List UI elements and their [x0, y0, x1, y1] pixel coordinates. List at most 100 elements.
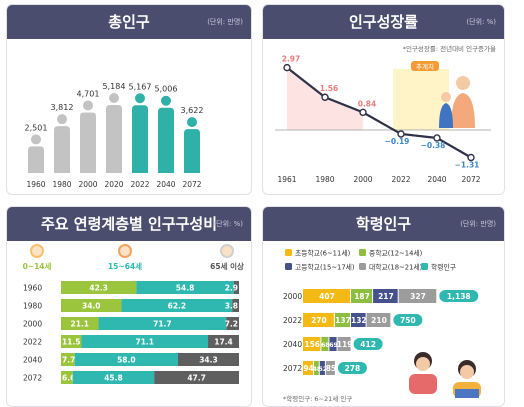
panel-header: 인구성장률 (단위: %) — [263, 5, 504, 39]
population-year-label: 1980 — [52, 180, 71, 189]
population-value-label: 3,622 — [181, 106, 204, 115]
age-bar-value-label: 21.1 — [71, 320, 90, 329]
panel-title: 인구성장률 — [348, 13, 418, 31]
growth-rate-panel: 인구성장률 (단위: %) *인구성장률: 전년대비 인구증가율 추계치 2.97… — [262, 4, 505, 195]
age-bar-segment — [61, 317, 99, 330]
school-note: *학령인구: 6~21세 인구 — [283, 395, 353, 403]
growth-year-label: 2040 — [427, 175, 446, 184]
school-bar-segment — [319, 361, 325, 375]
population-year-label: 2022 — [130, 180, 149, 189]
school-total-pill — [337, 362, 367, 374]
school-total-label: 750 — [400, 316, 416, 325]
age-bar-segment — [74, 353, 178, 366]
age-group-face-icon — [30, 244, 44, 258]
growth-rate-chart: 추계치 2.97 1961 1.56 1980 0.84 2000 −0.19 2022 −0.3… — [275, 55, 491, 184]
school-legend-label: 고등학교(15~17세) — [295, 263, 355, 272]
age-bar-value-label: 71.7 — [153, 320, 172, 329]
school-bar-value-label: 85 — [326, 364, 336, 373]
age-legend-label: 65세 이상 — [210, 261, 244, 271]
population-value-label: 2,501 — [25, 123, 48, 132]
population-figure-head — [31, 134, 41, 145]
panel-unit: (단위: 만명) — [207, 18, 243, 26]
age-bar-value-label: 7.7 — [62, 356, 75, 365]
population-bar — [184, 129, 200, 173]
age-year-label: 2040 — [23, 356, 42, 365]
school-total-label: 412 — [360, 340, 376, 349]
age-bar-segment — [208, 335, 239, 348]
school-bar-segment — [398, 289, 437, 303]
book-icon — [455, 389, 479, 398]
school-bar-value-label: 48 — [313, 366, 322, 373]
panel-title: 학령인구 — [355, 215, 412, 233]
growth-point — [467, 153, 475, 162]
panel-header: 총인구 (단위: 만명) — [7, 5, 251, 39]
school-bar-value-label: 119 — [337, 340, 353, 349]
school-year-label: 2000 — [283, 292, 302, 301]
age-bar-segment — [121, 299, 233, 312]
school-bar-segment — [337, 337, 351, 351]
panel-body: 초등학교(6~11세) 중학교(12~14세) 고등학교(15~17세) 대학교(18… — [263, 241, 504, 406]
school-total-pill — [353, 338, 383, 350]
school-bar-value-label: 52 — [319, 366, 328, 373]
growth-line — [286, 66, 472, 159]
age-bar-segment — [61, 353, 75, 366]
population-value-label: 4,701 — [77, 89, 100, 98]
school-bar-value-label: 94 — [303, 364, 313, 373]
age-bar-value-label: 71.1 — [135, 338, 154, 347]
age-legend-label: 15~64세 — [108, 261, 142, 271]
growth-year-label: 1961 — [277, 175, 296, 184]
student-body-icon — [409, 374, 437, 394]
population-figure-head — [187, 117, 197, 128]
panel-unit: (단위: 만명) — [460, 220, 496, 228]
school-legend-swatch — [359, 249, 366, 256]
panel-body: *인구성장률: 전년대비 인구증가율 추계치 2.97 1961 1.56 1980 0.… — [263, 39, 504, 194]
age-group-face-icon — [220, 244, 234, 258]
age-bar-segment — [136, 281, 234, 294]
growth-value-label: −0.19 — [385, 137, 410, 146]
age-bar-value-label: 62.2 — [168, 302, 187, 311]
age-bar-value-label: 34.3 — [199, 356, 218, 365]
age-year-label: 2022 — [23, 338, 42, 347]
school-legend-swatch — [359, 263, 366, 270]
school-bar-value-label: 132 — [351, 316, 367, 325]
age-bar-segment — [61, 371, 73, 384]
growth-point — [321, 93, 329, 101]
school-total-pill — [439, 290, 479, 302]
adult-head-icon — [456, 76, 470, 90]
age-bar-value-label: 42.3 — [89, 284, 108, 293]
age-bar-value-label: 58.0 — [117, 356, 136, 365]
population-bar — [106, 105, 122, 173]
population-value-label: 5,184 — [103, 82, 126, 91]
school-bar-segment — [325, 361, 335, 375]
growth-year-label: 2072 — [461, 175, 480, 184]
population-figure-head — [109, 93, 119, 103]
age-structure-panel: 주요 연령계층별 인구구성비 (단위: %) 0~14세 15~64세 65세 이상… — [6, 206, 252, 407]
growth-value-label: −1.31 — [455, 161, 480, 170]
panel-body: 0~14세 15~64세 65세 이상 1960 42.3 54.8 2.9 1980 34.0… — [7, 241, 251, 406]
student-face-icon — [416, 357, 430, 371]
growth-point — [397, 130, 405, 138]
age-year-label: 2000 — [23, 320, 42, 329]
population-bar — [54, 126, 70, 173]
age-bar-segment — [226, 317, 239, 330]
school-bar-value-label: 210 — [371, 316, 387, 325]
age-bar-segment — [81, 335, 209, 348]
growth-value-label: 2.97 — [282, 55, 301, 64]
growth-year-label: 1980 — [315, 175, 334, 184]
growth-note: *인구성장률: 전년대비 인구증가율 — [402, 45, 496, 53]
school-bar-value-label: 407 — [319, 292, 335, 301]
population-bar — [158, 107, 174, 173]
age-year-label: 2072 — [23, 374, 42, 383]
student-face-icon — [460, 365, 474, 379]
panel-unit: (단위: %) — [213, 220, 243, 228]
school-bar-segment — [351, 313, 366, 327]
school-bar-value-label: 327 — [410, 292, 426, 301]
school-bar-segment — [321, 337, 329, 351]
population-bar — [28, 146, 44, 173]
school-year-label: 2040 — [283, 340, 302, 349]
school-year-label: 2072 — [283, 364, 302, 373]
child-head-icon — [441, 92, 451, 102]
age-bar-value-label: 17.4 — [214, 338, 233, 347]
school-legend-label: 초등학교(6~11세) — [295, 249, 351, 258]
population-figure-head — [83, 100, 93, 111]
